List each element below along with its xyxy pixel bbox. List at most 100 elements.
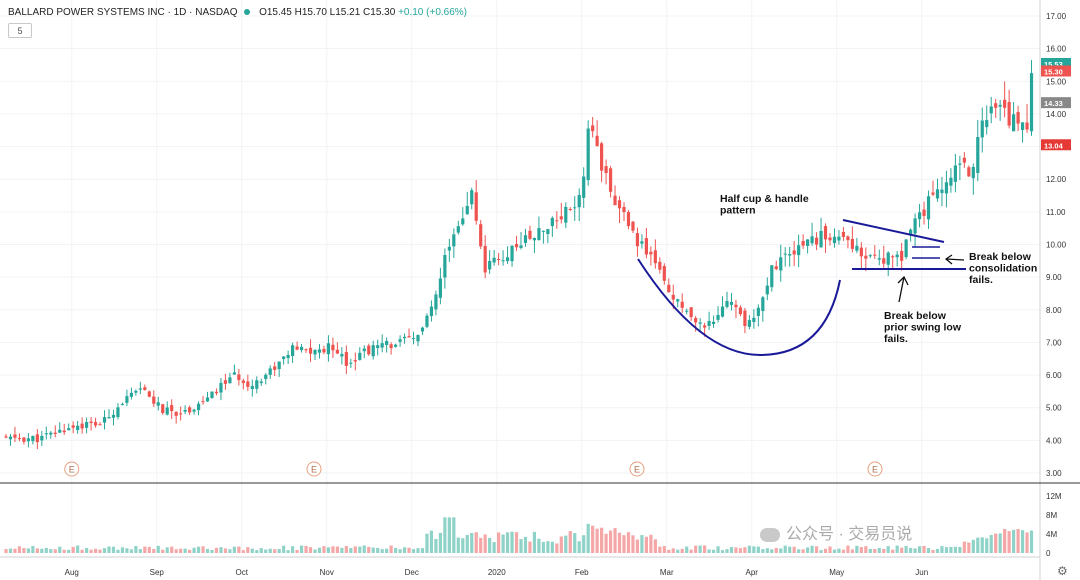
volume-bar: [62, 549, 66, 553]
volume-bar: [147, 546, 151, 553]
candle-body: [129, 392, 133, 397]
volume-bar: [720, 550, 725, 553]
price-label-box: [1041, 97, 1071, 109]
volume-bar: [111, 546, 116, 553]
candle-body: [429, 306, 434, 317]
volume-bar: [470, 533, 474, 553]
time-tick-label: Nov: [320, 568, 334, 577]
volume-bar: [93, 548, 98, 553]
candle-body: [810, 236, 814, 244]
volume-bar: [595, 528, 599, 553]
volume-bar: [577, 541, 581, 553]
volume-bar: [703, 545, 707, 553]
volume-bar: [971, 539, 975, 553]
volume-bar: [183, 548, 187, 553]
volume-bar: [698, 545, 702, 553]
volume-bar: [44, 547, 48, 553]
candle-body: [958, 163, 962, 165]
volume-bar: [680, 548, 684, 553]
time-tick-label: Sep: [150, 568, 165, 577]
annotation-text: Break below: [969, 251, 1032, 263]
candle-body: [452, 234, 456, 247]
candle-body: [917, 212, 922, 220]
volume-bar: [434, 538, 438, 553]
settings-gear-icon[interactable]: ⚙: [1057, 564, 1068, 578]
candle-body: [179, 413, 183, 415]
candle-body: [1016, 112, 1020, 124]
volume-bar: [259, 548, 263, 553]
volume-bar: [600, 527, 604, 553]
candle-body: [143, 387, 147, 390]
arrow-consolidation: [944, 254, 965, 265]
time-tick-label: Jun: [915, 568, 928, 577]
candle-body: [564, 206, 568, 223]
volume-bar: [635, 539, 640, 553]
candle-body: [788, 254, 792, 256]
candle-body: [725, 301, 729, 307]
candle-body: [102, 417, 107, 423]
candle-body: [658, 261, 662, 270]
price-label-text: 13.04: [1044, 141, 1064, 150]
volume-bar: [591, 525, 595, 553]
candle-body: [613, 195, 617, 206]
candle-body: [385, 340, 389, 346]
candle-body: [398, 339, 402, 342]
price-tick-label: 12.00: [1046, 175, 1067, 184]
price-tick-label: 16.00: [1046, 45, 1067, 54]
candle-body: [17, 438, 22, 440]
volume-bar: [407, 547, 411, 553]
volume-bar: [779, 548, 783, 553]
candle-body: [264, 374, 268, 380]
price-tick-label: 10.00: [1046, 241, 1067, 250]
volume-bar: [944, 547, 949, 553]
candle-body: [31, 435, 35, 442]
volume-bar: [170, 546, 174, 553]
candle-body: [1012, 114, 1016, 132]
candle-body: [783, 253, 787, 255]
volume-bar: [26, 548, 30, 553]
candle-body: [259, 381, 263, 384]
candle-body: [1007, 102, 1011, 126]
candle-body: [980, 120, 984, 138]
volume-bar: [586, 523, 590, 553]
symbol-title[interactable]: BALLARD POWER SYSTEMS INC · 1D · NASDAQ: [8, 7, 238, 18]
candle-body: [241, 380, 245, 384]
volume-bar: [904, 546, 908, 553]
volume-bar: [653, 539, 657, 553]
candle-body: [765, 285, 769, 295]
candle-body: [653, 250, 657, 264]
volume-bar: [823, 548, 828, 553]
volume-bar: [935, 548, 940, 553]
volume-bar: [358, 546, 362, 553]
volume-bar: [443, 517, 447, 553]
price-tick-label: 17.00: [1046, 12, 1067, 21]
candle-body: [161, 404, 165, 413]
volume-bar: [411, 549, 416, 553]
candle-body: [156, 402, 160, 406]
volume-bar: [631, 535, 635, 553]
candle-body: [922, 209, 926, 216]
candle-body: [671, 294, 675, 300]
candle-body: [223, 380, 228, 384]
candle-body: [488, 260, 492, 270]
volume-bar: [492, 542, 496, 553]
candle-body: [40, 435, 44, 441]
candle-body: [1003, 99, 1007, 108]
candle-body: [541, 230, 545, 232]
volume-bar: [1007, 531, 1011, 553]
annotation-text: Break below: [884, 310, 947, 322]
volume-bar: [241, 550, 245, 553]
candle-body: [93, 422, 98, 426]
candle-body: [138, 388, 142, 390]
volume-bar: [694, 545, 698, 553]
candle-body: [291, 345, 295, 357]
candle-body: [779, 257, 783, 271]
volume-bar: [819, 550, 823, 553]
earnings-marker-label: E: [311, 465, 317, 475]
time-tick-label: Aug: [65, 568, 79, 577]
volume-bar: [192, 547, 196, 553]
volume-bar: [658, 546, 662, 553]
volume-bar: [913, 548, 917, 553]
interval-selector[interactable]: 5: [8, 23, 32, 38]
